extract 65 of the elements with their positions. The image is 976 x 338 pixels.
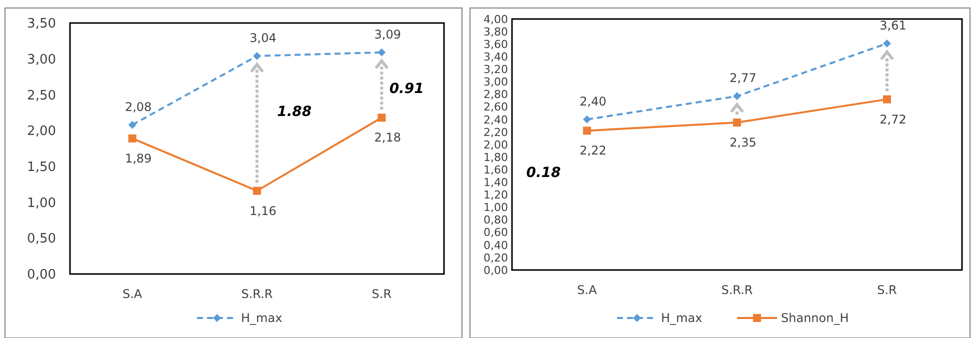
x-tick-label: S.R.R	[241, 287, 273, 301]
data-label: 2,18	[374, 130, 402, 145]
y-tick-label: 2,40	[484, 113, 508, 126]
y-tick-label: 0,50	[27, 232, 56, 247]
point	[378, 114, 386, 122]
data-label: 2,72	[880, 112, 906, 126]
data-label: 3,04	[250, 30, 276, 45]
x-tick-label: S.A	[122, 287, 143, 301]
point	[733, 118, 741, 127]
data-label: 3,09	[374, 27, 402, 42]
y-tick-label: 2,50	[27, 88, 56, 104]
annotation: 1.88	[277, 104, 312, 120]
point	[253, 186, 261, 195]
y-tick-label: 4,00	[484, 12, 508, 26]
y-tick-label: 2,60	[484, 100, 508, 114]
data-label: 2,22	[580, 144, 606, 158]
data-label: 2,40	[580, 94, 606, 108]
x-tick-label: S.R	[372, 287, 392, 301]
legend-label: H_max	[241, 311, 282, 326]
y-tick-label: 3,60	[484, 38, 508, 51]
y-tick-label: 3,00	[484, 76, 508, 89]
y-tick-label: 3,00	[27, 52, 56, 68]
data-label: 2,08	[124, 100, 152, 114]
point	[583, 126, 591, 135]
annotation: 0.18	[526, 165, 562, 182]
y-tick-label: 1,00	[27, 196, 56, 211]
y-tick-label: 0,40	[484, 238, 508, 252]
point	[378, 48, 386, 56]
data-label: 2,35	[730, 136, 756, 150]
data-label: 1,16	[250, 204, 276, 218]
y-tick-label: 0,00	[484, 264, 508, 277]
data-label: 1,89	[124, 151, 152, 166]
point	[128, 134, 136, 142]
y-tick-label: 3,80	[484, 25, 508, 38]
y-tick-label: 1,20	[484, 188, 508, 202]
legend-label: H_max	[661, 311, 702, 326]
data-label: 3,61	[880, 18, 906, 32]
point	[883, 95, 891, 104]
x-tick-label: S.R.R	[721, 283, 753, 297]
y-tick-label: 1,00	[484, 201, 508, 214]
y-tick-label: 3,50	[27, 16, 56, 32]
y-tick-label: 1,50	[27, 160, 56, 175]
point	[128, 120, 136, 129]
point	[583, 115, 591, 124]
y-tick-label: 0,00	[27, 268, 56, 283]
y-tick-label: 2,20	[484, 126, 508, 139]
y-tick-label: 1,40	[484, 176, 508, 189]
y-tick-label: 3,40	[484, 50, 508, 64]
legend-label: Shannon_H	[781, 311, 849, 326]
annotation: 0.91	[389, 81, 424, 98]
x-tick-label: S.A	[577, 283, 598, 297]
point	[733, 92, 741, 100]
x-tick-label: S.R	[877, 283, 897, 297]
point	[883, 39, 891, 48]
y-tick-label: 2,80	[484, 88, 508, 102]
y-tick-label: 0,20	[484, 251, 508, 264]
y-tick-label: 0,80	[484, 214, 508, 227]
y-tick-label: 1,80	[484, 150, 508, 164]
y-tick-label: 2,00	[484, 138, 508, 152]
y-tick-label: 3,20	[484, 63, 508, 76]
y-tick-label: 2,00	[27, 124, 56, 140]
point	[253, 52, 261, 60]
data-label: 2,77	[730, 71, 756, 86]
y-tick-label: 1,60	[484, 163, 508, 176]
y-tick-label: 0,60	[484, 226, 508, 240]
